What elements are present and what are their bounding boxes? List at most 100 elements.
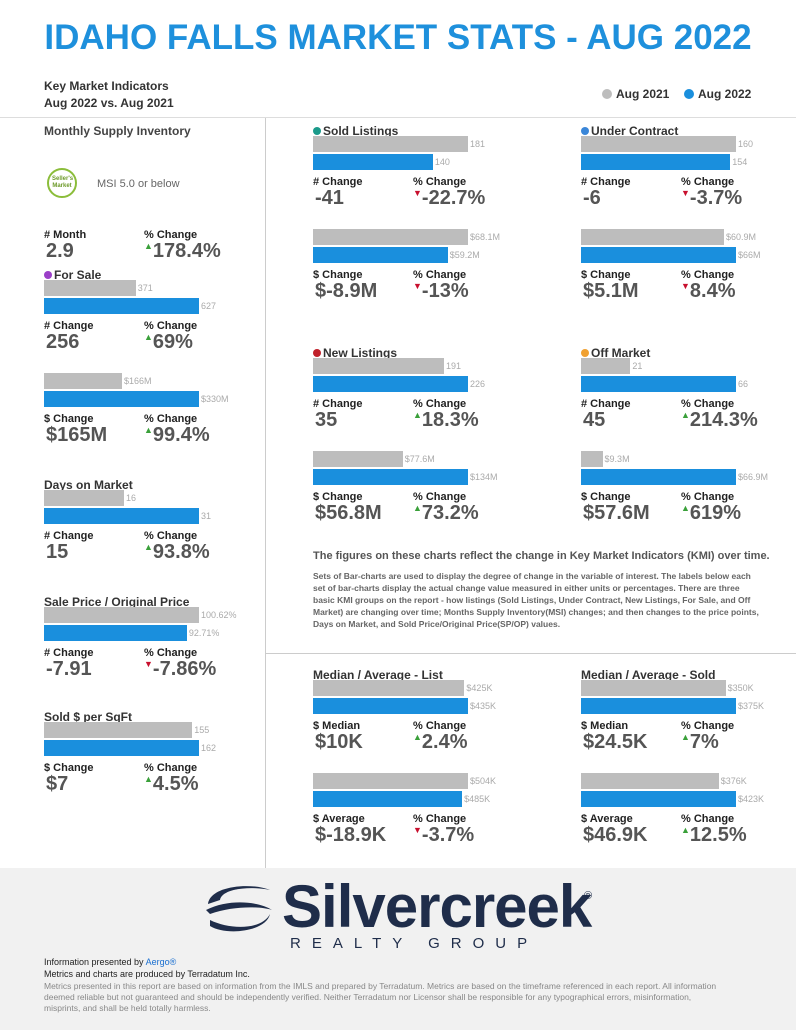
change-arrow: ▲ xyxy=(144,774,153,784)
metric-value: 35 xyxy=(315,409,337,431)
value: 178.4% xyxy=(152,240,221,262)
value: 214.3% xyxy=(689,409,758,431)
bar-label: 181 xyxy=(470,139,486,149)
bar xyxy=(44,740,199,756)
metric-label: $ Change xyxy=(44,762,94,774)
change-arrow: ▼ xyxy=(681,281,690,291)
change-arrow: ▼ xyxy=(681,188,690,198)
bar xyxy=(313,358,444,374)
metric-label: % Change xyxy=(413,491,467,503)
bar-label: 160 xyxy=(738,139,754,149)
panel-title: Sale Price / Original Price xyxy=(44,595,189,609)
legend-label: Aug 2022 xyxy=(698,87,752,101)
legend-label: Aug 2021 xyxy=(616,87,670,101)
metric-value: ▼-7.86% xyxy=(144,658,216,680)
metric-label: % Change xyxy=(413,269,467,281)
panel-title: New Listings xyxy=(313,346,397,360)
value: $24.5K xyxy=(583,731,648,753)
title-text: For Sale xyxy=(54,268,102,282)
value: 8.4% xyxy=(689,280,736,302)
msi-note: MSI 5.0 or below xyxy=(97,178,180,190)
panel: Sale Price / Original Price 100.62% 92.71%… xyxy=(44,595,274,795)
metric-value: ▼8.4% xyxy=(681,280,736,302)
value: $7 xyxy=(46,773,69,795)
metric-label: # Change xyxy=(581,176,631,188)
divider xyxy=(0,117,796,118)
value: -22.7% xyxy=(421,187,486,209)
metric-value: ▼-22.7% xyxy=(413,187,485,209)
panel-title: Median / Average - Sold xyxy=(581,668,715,682)
metric-value: 15 xyxy=(46,541,68,563)
metric-label: # Change xyxy=(44,647,94,659)
metric-value: ▲93.8% xyxy=(144,541,210,563)
bar xyxy=(581,698,736,714)
value: $10K xyxy=(315,731,363,753)
bar-label: $330M xyxy=(201,394,229,404)
bar-label: 92.71% xyxy=(188,628,220,638)
change-arrow: ▲ xyxy=(144,332,153,342)
metric-label: # Change xyxy=(313,398,363,410)
value: 2.4% xyxy=(421,731,468,753)
bar xyxy=(313,469,468,485)
metric-value: ▼-13% xyxy=(413,280,469,302)
value: 99.4% xyxy=(152,424,210,446)
value: 45 xyxy=(583,409,606,431)
value: $57.6M xyxy=(583,502,650,524)
section-title: Monthly Supply Inventory xyxy=(44,124,191,138)
change-arrow: ▲ xyxy=(681,503,690,513)
change-arrow: ▲ xyxy=(144,542,153,552)
bar-label: 100.62% xyxy=(201,610,237,620)
metric-label: % Change xyxy=(681,398,735,410)
divider xyxy=(265,653,796,654)
bar-label: 154 xyxy=(732,157,748,167)
bar xyxy=(581,791,736,807)
metric-value: $46.9K xyxy=(583,824,648,846)
metric-label: % Change xyxy=(413,720,467,732)
bar xyxy=(44,298,199,314)
metric-value: ▲18.3% xyxy=(413,409,479,431)
metric-label: % Change xyxy=(413,813,467,825)
bar xyxy=(581,376,736,392)
title-dot xyxy=(313,127,321,135)
panel-title: Sold Listings xyxy=(313,124,398,138)
panel: Sold $ per SqFt 155 162 $ Change $7 % Change ▲… xyxy=(44,710,274,910)
bar-label: $134M xyxy=(470,472,498,482)
metric-value: $-8.9M xyxy=(315,280,377,302)
metric-value: $10K xyxy=(315,731,363,753)
value: 93.8% xyxy=(152,541,210,563)
panel: Sold Listings 181 140 # Change -41% Change ▼-… xyxy=(313,124,543,324)
metric-value: ▲4.5% xyxy=(144,773,199,795)
bar-label: $166M xyxy=(123,376,152,386)
change-arrow: ▲ xyxy=(413,503,422,513)
value: -7.86% xyxy=(152,658,217,680)
change-arrow: ▲ xyxy=(681,410,690,420)
metric-label: $ Median xyxy=(313,720,361,732)
bar xyxy=(44,607,199,623)
link[interactable]: Aergo® xyxy=(145,957,177,967)
metric-value: -7.91 xyxy=(46,658,92,680)
value: 619% xyxy=(689,502,742,524)
bar xyxy=(313,376,468,392)
metric-label: # Change xyxy=(44,530,94,542)
metric-label: % Change xyxy=(681,813,735,825)
disclaimer: Metrics presented in this report are bas… xyxy=(44,981,717,1013)
bar-label: 627 xyxy=(201,301,217,311)
metric-value: ▼-3.7% xyxy=(681,187,742,209)
panel: Median / Average - Sold $350K $375K $ Media… xyxy=(581,668,796,868)
bar-label: 191 xyxy=(445,361,462,371)
metric-value: ▲178.4% xyxy=(144,240,221,262)
bar-label: $66M xyxy=(738,250,761,260)
metric-value: $165M xyxy=(46,424,107,446)
change-arrow: ▲ xyxy=(681,732,690,742)
value: 15 xyxy=(46,541,69,563)
title-text: Sold $ per SqFt xyxy=(44,710,133,724)
metric-value: $57.6M xyxy=(583,502,650,524)
metric-value: 256 xyxy=(46,331,79,353)
metric-label: $ Median xyxy=(581,720,629,732)
change-arrow: ▼ xyxy=(144,659,153,669)
panel-title: For Sale xyxy=(44,268,101,282)
panel: Under Contract 160 154 # Change -6% Change ▼-… xyxy=(581,124,796,324)
footer-line: Metrics and charts are produced by Terra… xyxy=(44,969,250,979)
metric-value: 45 xyxy=(583,409,605,431)
